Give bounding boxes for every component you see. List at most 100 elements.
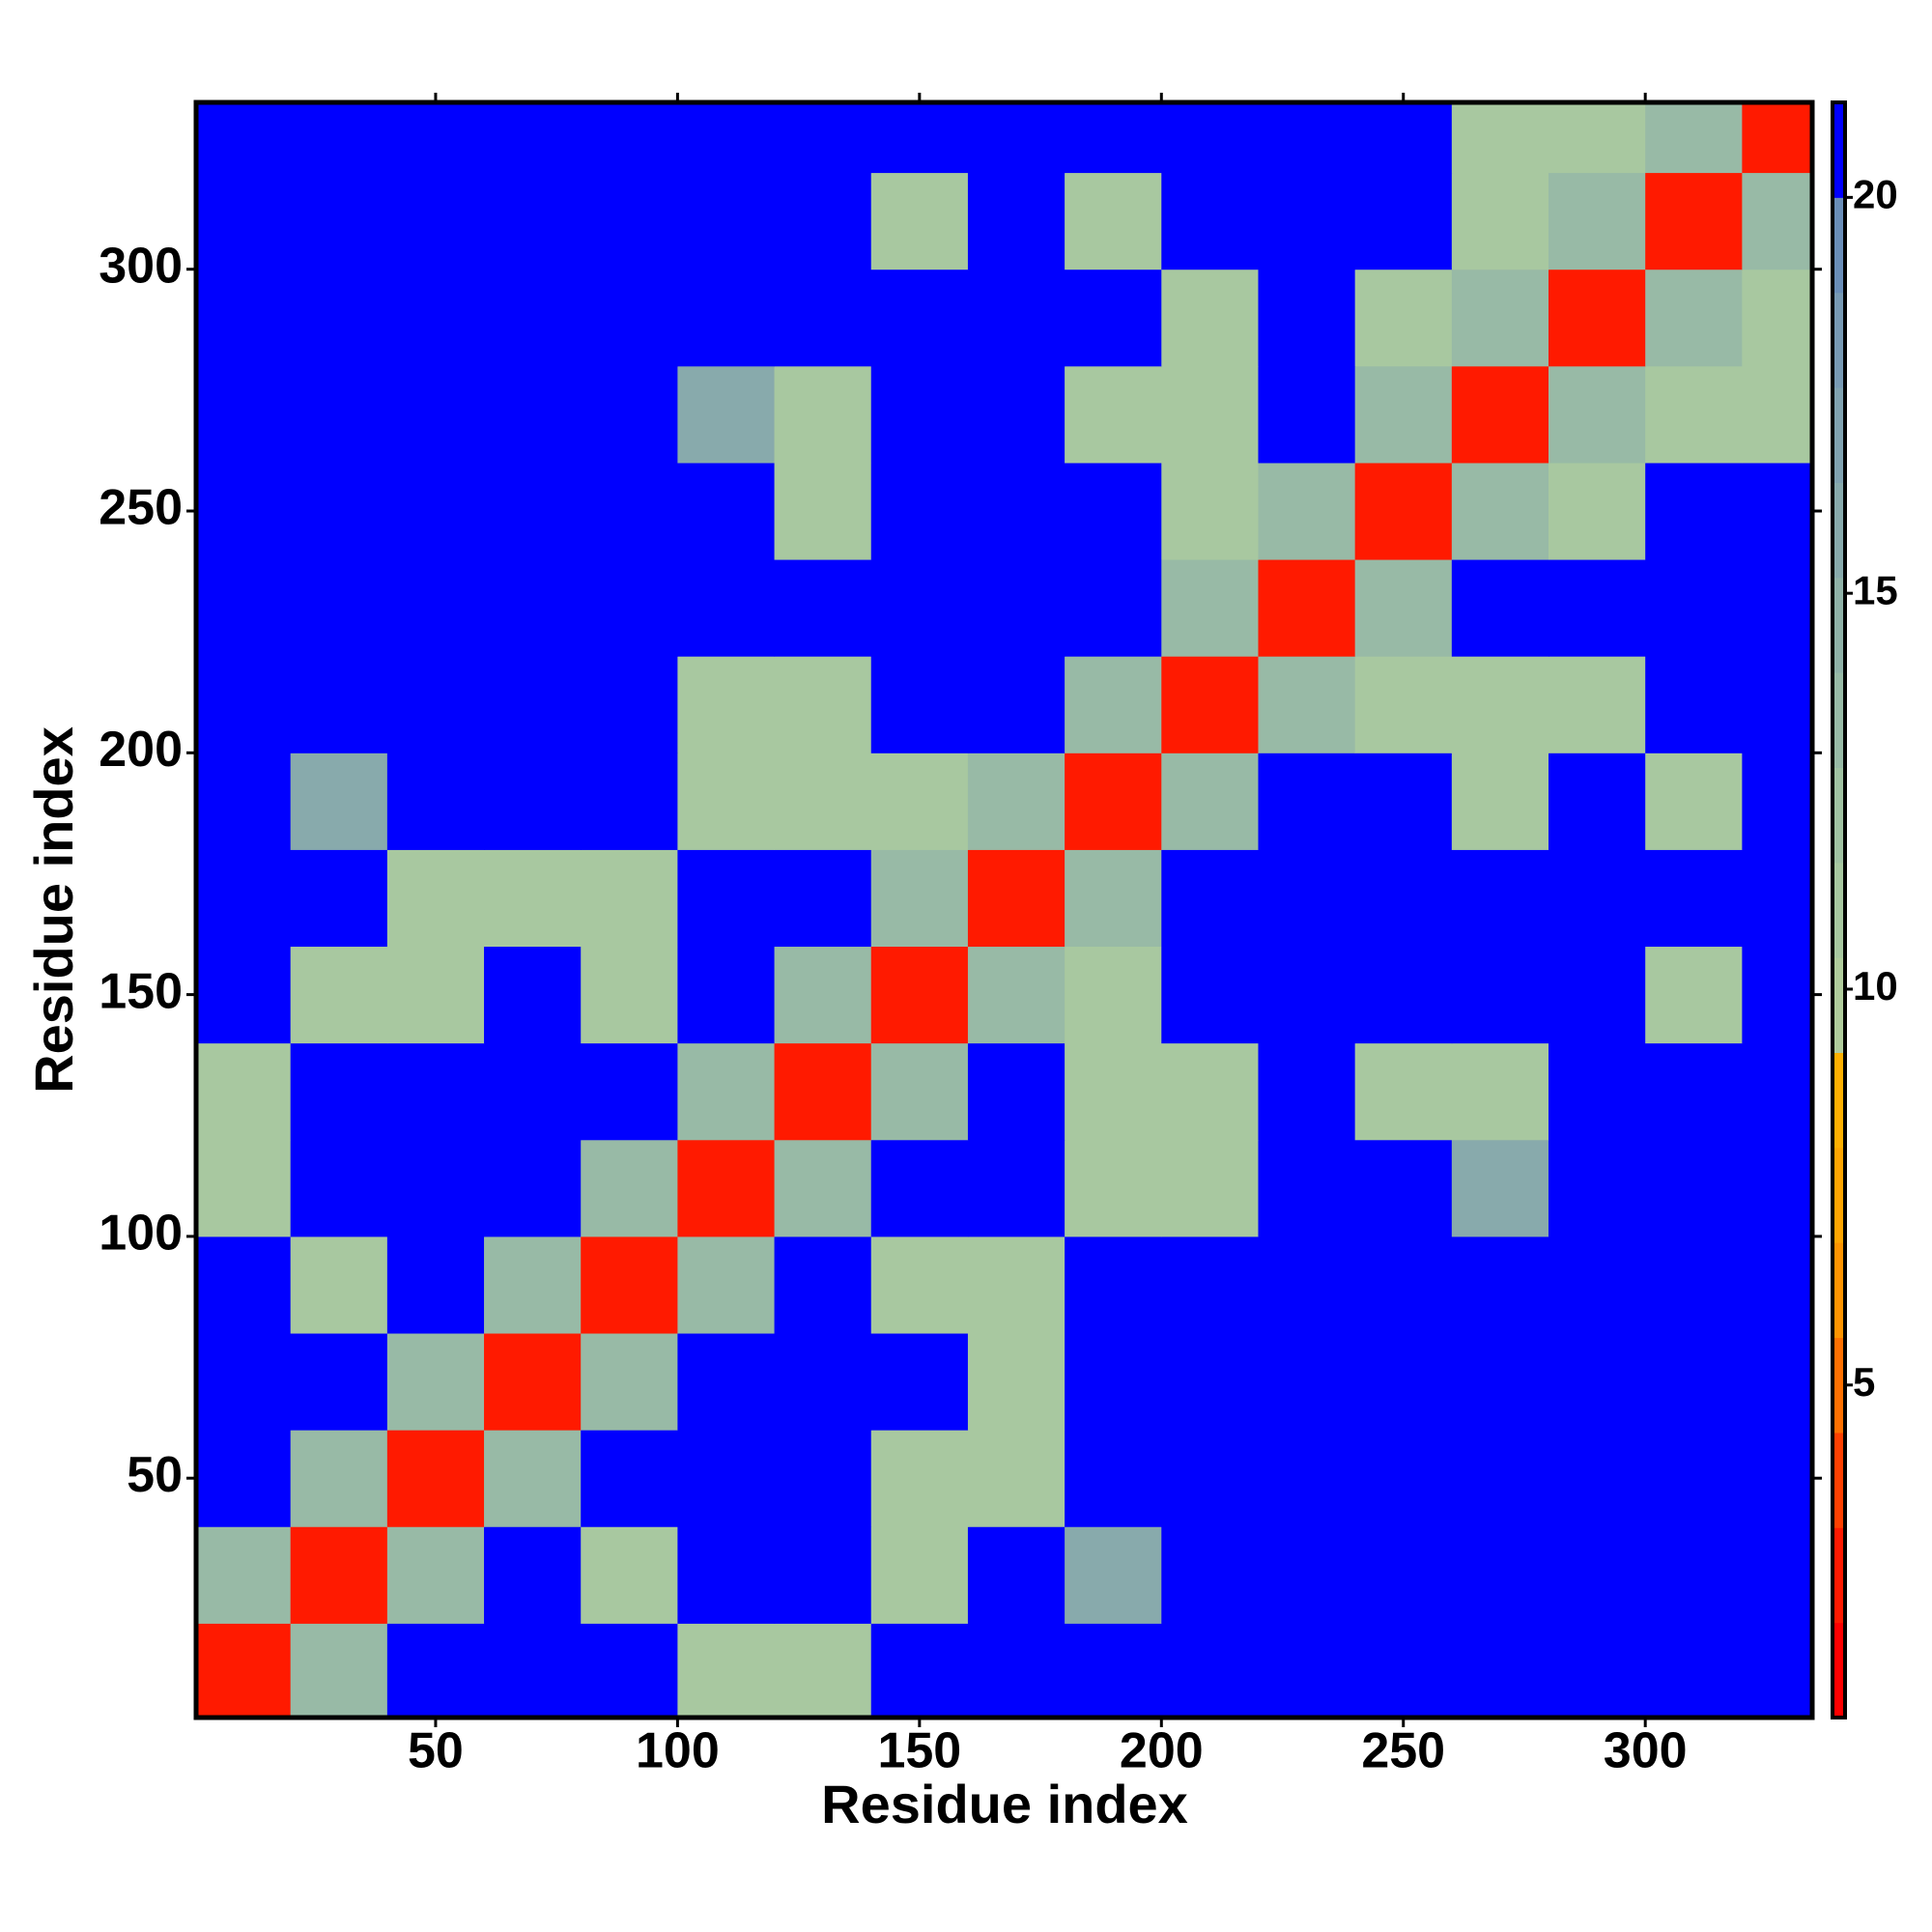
heatmap-cell xyxy=(386,849,485,948)
heatmap-cell xyxy=(196,1042,292,1141)
heatmap-cell xyxy=(386,1430,485,1527)
heatmap-cell xyxy=(1451,1236,1549,1334)
heatmap-cell xyxy=(386,1139,485,1237)
heatmap-cell xyxy=(1548,753,1646,850)
x-axis-title: Residue index xyxy=(821,1774,1188,1834)
y-tick-label: 50 xyxy=(127,1447,183,1503)
heatmap-cell xyxy=(1645,1333,1743,1431)
x-tick-label: 150 xyxy=(877,1723,961,1779)
heatmap-cell xyxy=(870,849,969,948)
heatmap-cell xyxy=(581,946,678,1044)
heatmap-cell xyxy=(386,102,485,174)
heatmap-cell xyxy=(196,365,292,464)
heatmap-cell xyxy=(1548,102,1646,174)
heatmap-cell xyxy=(196,753,292,850)
heatmap-cell xyxy=(1258,462,1356,560)
heatmap-cell xyxy=(1451,269,1549,367)
heatmap-cell xyxy=(1742,753,1812,850)
heatmap-cell xyxy=(1548,269,1646,367)
heatmap-cell xyxy=(1742,1139,1812,1237)
x-tick-label: 100 xyxy=(636,1723,720,1779)
heatmap-cell xyxy=(1065,1139,1162,1237)
heatmap-cell xyxy=(290,753,388,850)
heatmap-cell xyxy=(1161,1623,1259,1718)
heatmap-cell xyxy=(967,1042,1065,1141)
heatmap-cell xyxy=(1548,1139,1646,1237)
heatmap-cell xyxy=(1354,559,1453,657)
heatmap-cell xyxy=(1065,172,1162,270)
heatmap-cell xyxy=(1742,1623,1812,1718)
heatmap-cell xyxy=(1161,172,1259,270)
heatmap-cell xyxy=(870,269,969,367)
heatmap-cell xyxy=(677,1526,776,1624)
heatmap-cell xyxy=(1354,1236,1453,1334)
heatmap-cell xyxy=(484,1333,582,1431)
heatmap-cell xyxy=(870,1333,969,1431)
heatmap-cell xyxy=(1451,102,1549,174)
heatmap-cell xyxy=(774,656,872,753)
colorbar-segment xyxy=(1833,1432,1845,1528)
heatmap-cell xyxy=(1645,172,1743,270)
x-tick-label: 50 xyxy=(408,1723,464,1779)
heatmap-cell xyxy=(1258,1623,1356,1718)
heatmap-cell xyxy=(1742,656,1812,753)
heatmap-cell xyxy=(1258,1333,1356,1431)
heatmap-cell xyxy=(967,946,1065,1044)
heatmap-cell xyxy=(1065,365,1162,464)
heatmap-cell xyxy=(290,1139,388,1237)
heatmap-cell xyxy=(290,946,388,1044)
heatmap-cell xyxy=(1065,1623,1162,1718)
heatmap-cell xyxy=(1258,849,1356,948)
heatmap-cell xyxy=(1548,1042,1646,1141)
colorbar-segment xyxy=(1833,292,1845,388)
heatmap-cell xyxy=(1065,656,1162,753)
heatmap-cell xyxy=(967,462,1065,560)
heatmap-cell xyxy=(677,656,776,753)
heatmap-cell xyxy=(1065,1333,1162,1431)
heatmap-cell xyxy=(386,1042,485,1141)
heatmap-cell xyxy=(1258,1139,1356,1237)
heatmap-cell xyxy=(677,849,776,948)
heatmap-cell xyxy=(1451,753,1549,850)
heatmap-cell xyxy=(1065,753,1162,850)
colorbar-segment xyxy=(1833,197,1845,294)
heatmap-cell xyxy=(774,1623,872,1718)
heatmap-cell xyxy=(774,102,872,174)
heatmap-cell xyxy=(290,462,388,560)
colorbar-segment xyxy=(1833,102,1845,198)
heatmap-cell xyxy=(870,1042,969,1141)
heatmap-cell xyxy=(581,1526,678,1624)
heatmap-cell xyxy=(290,1623,388,1718)
heatmap-cell xyxy=(1258,365,1356,464)
heatmap-cell xyxy=(1354,1526,1453,1624)
heatmap-cell xyxy=(774,172,872,270)
heatmap-cell xyxy=(967,849,1065,948)
heatmap-cell xyxy=(484,269,582,367)
heatmap-cell xyxy=(774,269,872,367)
heatmap-cell xyxy=(1645,1430,1743,1527)
colorbar-segment xyxy=(1833,387,1845,483)
heatmap-cell xyxy=(1548,1526,1646,1624)
heatmap-cell xyxy=(967,656,1065,753)
heatmap-cell xyxy=(1065,462,1162,560)
heatmap-cell xyxy=(1354,1333,1453,1431)
colorbar-segment xyxy=(1833,1527,1845,1624)
heatmap-cell xyxy=(484,1139,582,1237)
heatmap-cell xyxy=(1548,946,1646,1044)
heatmap-cell xyxy=(484,1042,582,1141)
heatmap-cell xyxy=(870,1139,969,1237)
heatmap-cell xyxy=(386,365,485,464)
heatmap-cell xyxy=(1161,1430,1259,1527)
heatmap-cell xyxy=(1161,269,1259,367)
heatmap-cell xyxy=(484,462,582,560)
heatmap-cell xyxy=(967,1430,1065,1527)
heatmap-cell xyxy=(484,1526,582,1624)
heatmap-cell xyxy=(1645,1623,1743,1718)
heatmap-cell xyxy=(774,559,872,657)
colorbar-segment xyxy=(1833,1052,1845,1149)
heatmap-cell xyxy=(870,172,969,270)
heatmap-cell xyxy=(196,559,292,657)
heatmap-cell xyxy=(1742,1430,1812,1527)
heatmap-cell xyxy=(484,753,582,850)
heatmap-cell xyxy=(1742,946,1812,1044)
